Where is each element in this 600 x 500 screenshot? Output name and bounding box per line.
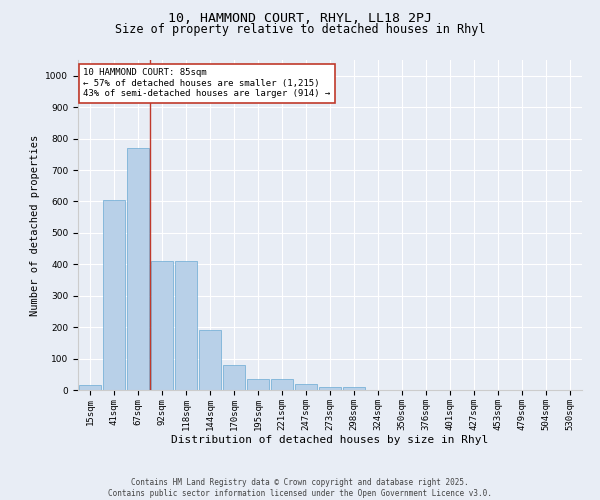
- Bar: [271, 379, 293, 390]
- Bar: [79, 386, 101, 390]
- Text: Size of property relative to detached houses in Rhyl: Size of property relative to detached ho…: [115, 22, 485, 36]
- Bar: [127, 148, 149, 390]
- Text: 10 HAMMOND COURT: 85sqm
← 57% of detached houses are smaller (1,215)
43% of semi: 10 HAMMOND COURT: 85sqm ← 57% of detache…: [83, 68, 330, 98]
- X-axis label: Distribution of detached houses by size in Rhyl: Distribution of detached houses by size …: [172, 436, 488, 446]
- Bar: [247, 379, 269, 390]
- Y-axis label: Number of detached properties: Number of detached properties: [30, 134, 40, 316]
- Bar: [343, 387, 365, 390]
- Bar: [223, 365, 245, 390]
- Bar: [199, 330, 221, 390]
- Text: Contains HM Land Registry data © Crown copyright and database right 2025.
Contai: Contains HM Land Registry data © Crown c…: [108, 478, 492, 498]
- Bar: [295, 384, 317, 390]
- Text: 10, HAMMOND COURT, RHYL, LL18 2PJ: 10, HAMMOND COURT, RHYL, LL18 2PJ: [168, 12, 432, 26]
- Bar: [175, 261, 197, 390]
- Bar: [151, 261, 173, 390]
- Bar: [319, 387, 341, 390]
- Bar: [103, 200, 125, 390]
